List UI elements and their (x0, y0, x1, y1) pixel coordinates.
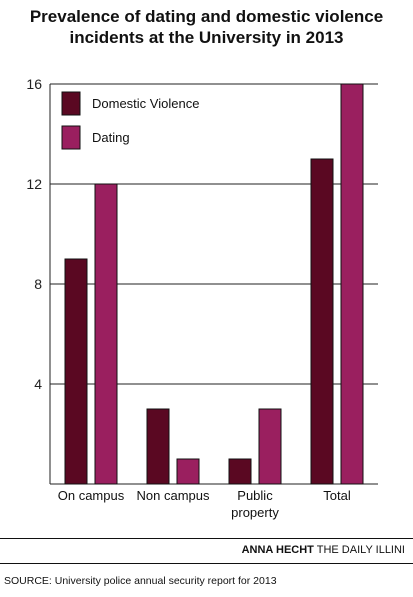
bar-domestic (64, 258, 88, 485)
legend-label: Dating (92, 130, 130, 145)
bar-dating (340, 83, 364, 485)
y-tick-label: 4 (34, 376, 42, 392)
x-category-label: Public (237, 488, 273, 503)
bar-domestic (228, 458, 252, 485)
legend-swatch (61, 125, 81, 150)
title-line-1: Prevalence of dating and domestic violen… (29, 7, 384, 26)
credit-name: ANNA HECHT (241, 544, 314, 556)
bar-chart: 4 8 12 16 On campus Non campus Public property T… (26, 76, 378, 520)
legend-swatch (61, 91, 81, 116)
bar-dating (176, 458, 200, 485)
bottom-divider (0, 563, 413, 564)
y-tick-label: 12 (26, 176, 42, 192)
x-category-label: On campus (58, 488, 125, 503)
y-tick-label: 8 (34, 276, 42, 292)
top-divider (0, 538, 413, 539)
credit-line: ANNA HECHT THE DAILY ILLINI (242, 544, 405, 556)
title-line-2: incidents at the University in 2013 (69, 28, 344, 47)
chart-title: Prevalence of dating and domestic violen… (0, 6, 413, 48)
source-note: SOURCE: University police annual securit… (4, 575, 277, 587)
x-category-label: Total (323, 488, 351, 503)
legend-label: Domestic Violence (92, 96, 199, 111)
y-tick-label: 16 (26, 76, 42, 92)
bar-dating (94, 183, 118, 485)
x-category-label: property (231, 505, 279, 520)
bar-domestic (146, 408, 170, 485)
bar-dating (258, 408, 282, 485)
bar-domestic (310, 158, 334, 485)
credit-org: THE DAILY ILLINI (316, 544, 405, 556)
x-category-label: Non campus (137, 488, 210, 503)
